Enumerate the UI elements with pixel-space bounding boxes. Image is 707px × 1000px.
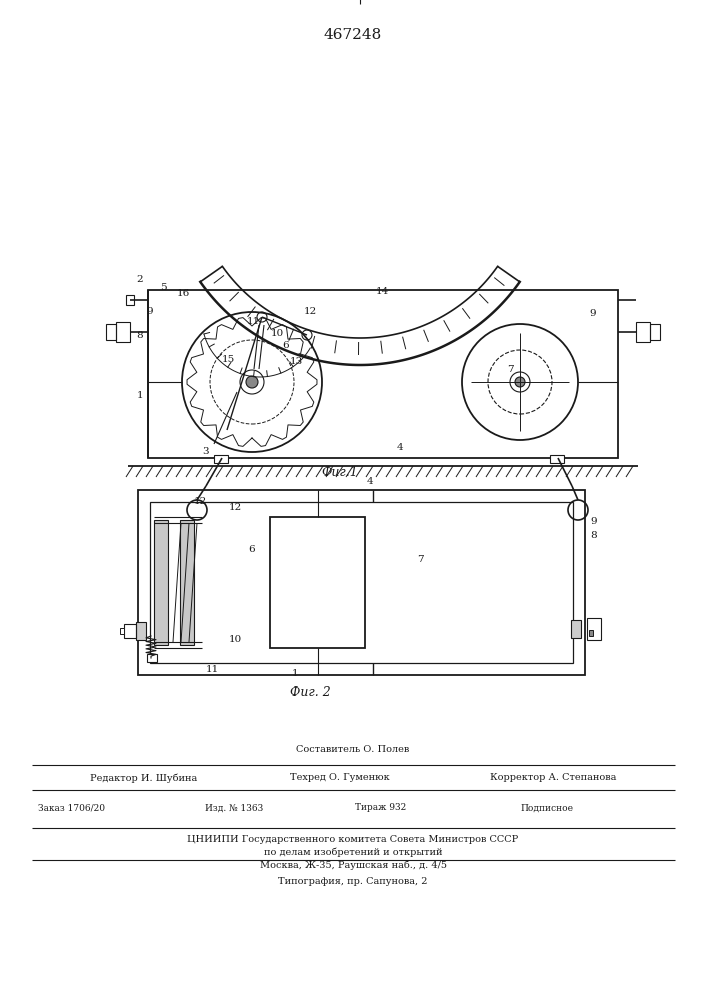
Text: 467248: 467248 xyxy=(324,28,382,42)
Text: 12: 12 xyxy=(228,504,242,512)
Text: 6: 6 xyxy=(283,342,289,351)
Text: Подписное: Подписное xyxy=(520,804,573,812)
Text: Типография, пр. Сапунова, 2: Типография, пр. Сапунова, 2 xyxy=(279,878,428,886)
Bar xyxy=(106,324,116,340)
Text: 13: 13 xyxy=(289,358,303,366)
Text: 7: 7 xyxy=(507,365,513,374)
Text: 1: 1 xyxy=(292,668,298,678)
Text: 4: 4 xyxy=(397,444,403,452)
Text: 16: 16 xyxy=(176,290,189,298)
Bar xyxy=(214,455,228,463)
Bar xyxy=(116,322,130,342)
Circle shape xyxy=(246,376,258,388)
Bar xyxy=(650,324,660,340)
Text: 7: 7 xyxy=(416,556,423,564)
Bar xyxy=(138,490,585,675)
Text: 12: 12 xyxy=(194,497,206,506)
Text: 11: 11 xyxy=(246,318,259,326)
Text: 14: 14 xyxy=(375,288,389,296)
Bar xyxy=(180,520,194,645)
Bar xyxy=(550,455,564,463)
Text: Техред О. Гуменюк: Техред О. Гуменюк xyxy=(290,774,390,782)
Text: Фиг. 2: Фиг. 2 xyxy=(290,686,330,700)
Text: Корректор А. Степанова: Корректор А. Степанова xyxy=(490,774,617,782)
Bar xyxy=(136,622,146,640)
Text: Москва, Ж-35, Раушская наб., д. 4/5: Москва, Ж-35, Раушская наб., д. 4/5 xyxy=(259,860,447,870)
Circle shape xyxy=(515,377,525,387)
Bar xyxy=(154,520,168,645)
Bar xyxy=(589,630,593,636)
Text: 8: 8 xyxy=(136,330,144,340)
Text: ЦНИИПИ Государственного комитета Совета Министров СССР: ЦНИИПИ Государственного комитета Совета … xyxy=(187,836,519,844)
Bar xyxy=(126,295,134,305)
Text: 11: 11 xyxy=(205,666,218,674)
Bar xyxy=(270,517,365,648)
Text: 6: 6 xyxy=(249,546,255,554)
Text: 9: 9 xyxy=(590,518,597,526)
Text: 5: 5 xyxy=(160,282,166,292)
Text: 10: 10 xyxy=(228,636,242,645)
Text: Фиг.1: Фиг.1 xyxy=(322,466,358,479)
Text: 2: 2 xyxy=(136,275,144,284)
Bar xyxy=(571,620,581,638)
Text: Составитель О. Полев: Составитель О. Полев xyxy=(296,746,409,754)
Text: 8: 8 xyxy=(590,530,597,540)
Text: Изд. № 1363: Изд. № 1363 xyxy=(205,804,263,812)
Text: 15: 15 xyxy=(221,356,235,364)
Bar xyxy=(148,290,618,458)
Text: 1: 1 xyxy=(136,390,144,399)
Text: 9: 9 xyxy=(590,308,596,318)
Text: Заказ 1706/20: Заказ 1706/20 xyxy=(38,804,105,812)
Text: 10: 10 xyxy=(270,330,284,338)
Text: Тираж 932: Тираж 932 xyxy=(355,804,407,812)
Text: 4: 4 xyxy=(367,478,373,487)
Bar xyxy=(124,624,136,638)
Bar xyxy=(147,654,157,662)
Text: 12: 12 xyxy=(303,308,317,316)
Bar xyxy=(636,322,650,342)
Text: по делам изобретений и открытий: по делам изобретений и открытий xyxy=(264,847,443,857)
Text: 9: 9 xyxy=(146,308,153,316)
Bar xyxy=(120,628,124,634)
Bar xyxy=(150,502,573,663)
Bar xyxy=(587,618,601,640)
Text: Редактор И. Шубина: Редактор И. Шубина xyxy=(90,773,197,783)
Text: 3: 3 xyxy=(203,448,209,456)
